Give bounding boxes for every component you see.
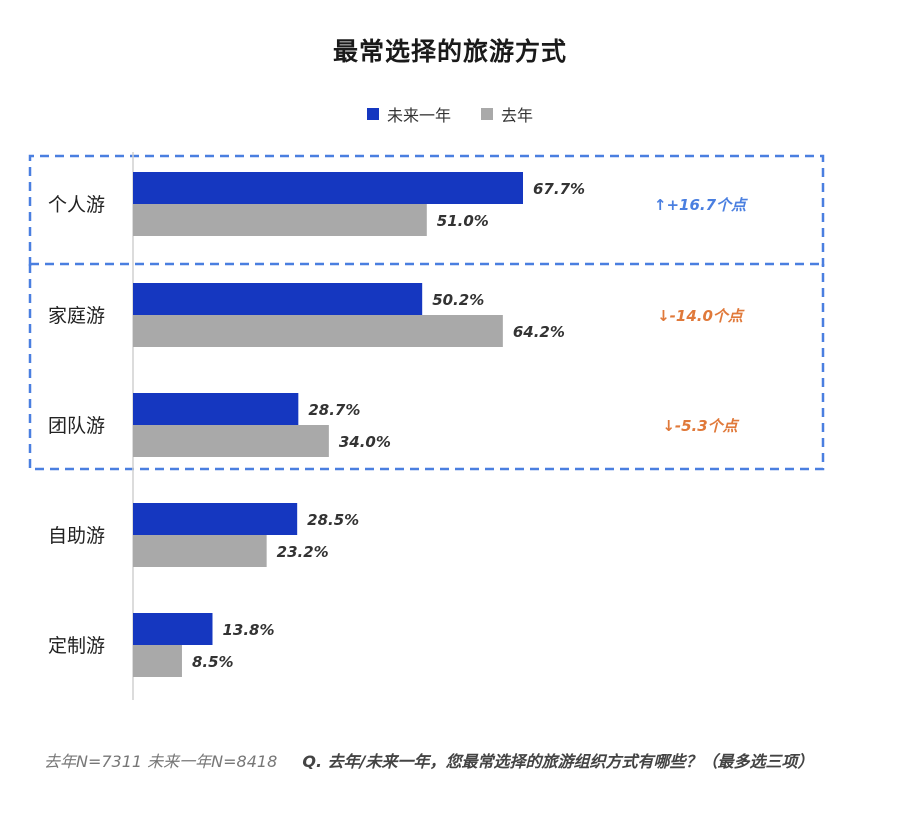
data-label: 50.2% [432,291,484,309]
legend-swatch-future [366,108,379,120]
footnote-question: Q. 去年/未来一年，您最常选择的旅游组织方式有哪些？（最多选三项） [302,752,814,771]
legend-label-last: 去年 [501,106,534,125]
data-label: 28.5% [307,511,359,529]
legend-label-future: 未来一年 [386,106,451,125]
chart-title: 最常选择的旅游方式 [332,37,567,66]
bar [133,315,503,347]
category-label: 自助游 [48,525,105,547]
data-label: 67.7% [533,180,585,198]
legend: 未来一年 去年 [0,102,900,126]
change-annotation: ↓-14.0个点 [657,307,745,325]
bar [133,645,182,677]
footnote-sample: 去年N=7311 未来一年N=8418 [44,752,278,771]
legend-item-last: 去年 [481,102,533,126]
data-label: 13.8% [222,621,274,639]
category-label: 个人游 [48,194,105,216]
highlight-box-bottom [28,264,825,471]
data-label: 8.5% [192,653,234,671]
data-label: 64.2% [513,323,565,341]
category-label: 定制游 [48,635,105,657]
category-label: 家庭游 [48,305,105,327]
footnote: 去年N=7311 未来一年N=8418 Q. 去年/未来一年，您最常选择的旅游组… [44,748,813,772]
change-annotation: ↓-5.3个点 [662,417,739,435]
bar [133,204,427,236]
category-label: 团队游 [48,415,105,437]
data-label: 28.7% [308,401,360,419]
bar [133,393,299,425]
bar [133,613,213,645]
bar [133,503,298,535]
legend-swatch-last [481,108,493,120]
bar [133,283,423,315]
data-label: 34.0% [339,433,391,451]
change-annotation: ↑+16.7个点 [654,196,748,214]
bar [133,535,267,567]
bar [133,172,523,204]
legend-item-future: 未来一年 [366,102,451,126]
data-label: 51.0% [437,212,489,230]
bar [133,425,329,457]
data-label: 23.2% [277,543,329,561]
